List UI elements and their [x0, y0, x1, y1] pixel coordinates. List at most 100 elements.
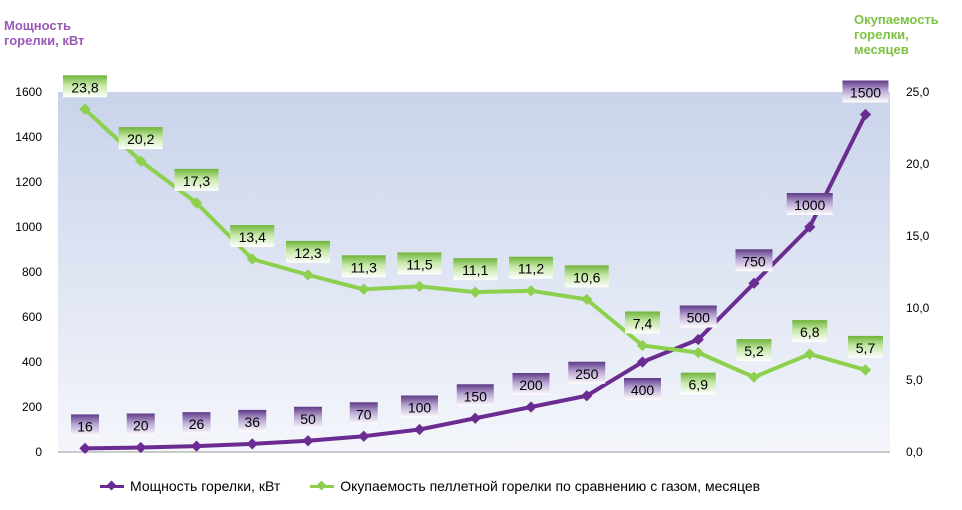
payback-data-label-bg [792, 320, 828, 343]
power-point [413, 423, 426, 436]
right-axis-title-line: Окупаемость [854, 12, 939, 27]
power-data-label: 26 [189, 416, 205, 432]
payback-data-label: 7,4 [633, 315, 653, 331]
right-axis-title-line: месяцев [854, 42, 909, 57]
legend-label-power: Мощность горелки, кВт [130, 478, 281, 494]
power-data-label: 50 [300, 411, 316, 427]
payback-data-label-bg [453, 258, 498, 281]
payback-data-label: 5,2 [744, 343, 764, 359]
payback-data-label-bg [286, 240, 330, 263]
power-data-label-bg [786, 193, 833, 215]
left-tick-label: 0 [35, 445, 42, 459]
payback-data-label-bg [736, 339, 772, 362]
power-data-label: 16 [77, 418, 93, 434]
power-point [135, 441, 147, 454]
power-data-label-bg [71, 414, 99, 437]
payback-point [581, 293, 593, 306]
power-data-label-bg [842, 80, 889, 103]
payback-data-label: 11,5 [406, 256, 432, 272]
legend-label-payback: Окупаемость пеллетной горелки по сравнен… [340, 478, 761, 494]
payback-point [748, 371, 760, 383]
payback-data-label-bg [230, 225, 275, 248]
payback-data-label-bg [680, 372, 716, 395]
power-point [636, 356, 649, 368]
legend: Мощность горелки, кВт Окупаемость пеллет… [100, 478, 760, 494]
right-axis-title-line: горелки, [854, 27, 909, 42]
power-point [246, 438, 258, 450]
power-data-label: 36 [244, 414, 260, 430]
power-data-label-bg [238, 409, 267, 432]
legend-item-payback: Окупаемость пеллетной горелки по сравнен… [310, 478, 760, 494]
power-data-label-bg [512, 373, 550, 395]
left-axis-title-line: горелки, кВт [4, 33, 85, 48]
payback-data-label-bg [848, 335, 883, 358]
power-data-label: 100 [408, 400, 432, 416]
payback-point [302, 269, 314, 281]
legend-swatch-power [100, 484, 124, 488]
payback-data-label: 17,3 [183, 173, 210, 189]
left-tick-label: 400 [22, 355, 42, 369]
payback-data-label: 12,3 [294, 245, 321, 261]
power-data-label: 750 [742, 253, 766, 269]
payback-data-label-bg [509, 256, 553, 279]
power-data-label-bg [349, 402, 378, 425]
power-data-label-bg [182, 412, 211, 435]
power-point [804, 221, 816, 233]
payback-data-label-bg [118, 127, 163, 150]
payback-point [135, 155, 147, 167]
payback-data-label: 23,8 [71, 79, 98, 95]
payback-data-label-bg [397, 252, 442, 275]
payback-data-label: 6,8 [800, 324, 820, 340]
payback-point [859, 364, 872, 376]
payback-data-label: 6,9 [689, 377, 709, 393]
power-data-label: 1500 [850, 85, 881, 101]
power-data-label-bg [294, 406, 322, 429]
left-axis-title: Мощность горелки, кВт [4, 18, 84, 48]
payback-point [358, 283, 370, 295]
power-point [190, 440, 203, 452]
power-data-label-bg [401, 395, 438, 418]
payback-data-label: 13,4 [239, 229, 266, 245]
right-tick-label: 15,0 [906, 229, 930, 243]
right-tick-label: 5,0 [906, 373, 923, 387]
power-data-label: 20 [133, 418, 149, 434]
power-point [748, 277, 760, 289]
legend-item-power: Мощность горелки, кВт [100, 478, 280, 494]
payback-data-label: 11,2 [518, 261, 544, 277]
payback-data-label-bg [625, 311, 660, 334]
power-point [525, 401, 537, 413]
left-tick-label: 200 [22, 400, 42, 414]
power-data-label: 150 [464, 388, 488, 404]
payback-point [190, 197, 203, 209]
right-tick-label: 20,0 [906, 157, 930, 171]
power-data-label-bg [456, 384, 494, 407]
power-point [358, 430, 370, 442]
power-data-label-bg [679, 305, 717, 328]
power-point [692, 333, 704, 346]
payback-data-label-bg [63, 75, 107, 98]
payback-point [636, 339, 649, 352]
power-data-label-bg [735, 249, 773, 272]
right-tick-label: 10,0 [906, 301, 930, 315]
payback-data-label-bg [174, 168, 219, 191]
left-tick-label: 800 [22, 265, 42, 279]
power-data-label: 1000 [794, 197, 825, 213]
payback-data-label-bg [341, 255, 386, 278]
left-tick-label: 1400 [15, 130, 42, 144]
payback-data-label: 11,1 [462, 262, 488, 278]
power-data-label: 500 [687, 310, 711, 326]
right-axis-title: Окупаемость горелки, месяцев [854, 12, 954, 57]
power-data-label: 400 [631, 382, 655, 398]
payback-data-label: 20,2 [127, 131, 154, 147]
power-data-label: 200 [519, 377, 543, 393]
left-tick-label: 1000 [15, 220, 42, 234]
power-point [581, 390, 593, 402]
left-axis-title-line: Мощность [4, 18, 71, 33]
power-data-label: 70 [356, 406, 372, 422]
payback-point [692, 346, 704, 359]
power-data-label-bg [568, 361, 606, 384]
payback-point [469, 286, 481, 298]
payback-data-label: 10,6 [573, 269, 600, 285]
power-data-label: 250 [575, 366, 599, 382]
payback-data-label: 11,3 [351, 259, 377, 275]
